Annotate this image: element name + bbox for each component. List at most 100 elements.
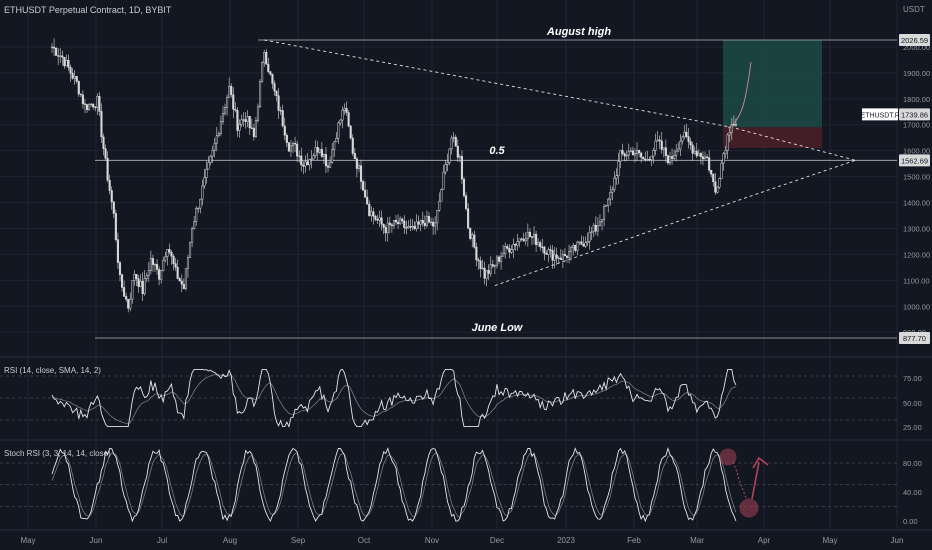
- candle-body: [557, 257, 560, 259]
- candle-body: [149, 258, 152, 271]
- candle-body: [308, 159, 311, 166]
- candle-body: [151, 258, 154, 265]
- candle-body: [116, 239, 119, 263]
- candle-body: [65, 60, 68, 67]
- candle-body: [452, 136, 455, 139]
- june-low-price-label: 877.70: [903, 334, 926, 343]
- price-tick-label: 2000.00: [903, 43, 930, 52]
- candle-body: [421, 220, 424, 224]
- candle-body: [590, 231, 593, 233]
- last-price-symbol-bg: [862, 108, 898, 121]
- candle-body: [726, 134, 729, 151]
- candle-body: [90, 103, 93, 106]
- rsi-tick-label: 50.00: [903, 399, 922, 408]
- candle-body: [662, 147, 665, 150]
- candle-body: [71, 72, 74, 79]
- candle-body: [623, 153, 626, 157]
- candle-body: [442, 171, 445, 190]
- price-panel[interactable]: [50, 38, 897, 339]
- triangle-lower-trendline: [494, 159, 856, 286]
- time-tick-label: Nov: [425, 536, 439, 545]
- candle-body: [131, 280, 134, 300]
- price-tick-label: 1200.00: [903, 250, 930, 259]
- candle-body: [351, 137, 354, 154]
- candle-body: [693, 150, 696, 154]
- price-tick-label: 1000.00: [903, 302, 930, 311]
- candle-body: [458, 156, 461, 158]
- candle-body: [370, 211, 373, 217]
- candle-body: [314, 147, 317, 156]
- candle-body: [508, 248, 511, 253]
- candle-body: [627, 151, 630, 156]
- candle-body: [104, 148, 107, 159]
- candle-body: [88, 103, 91, 110]
- candle-body: [197, 207, 200, 210]
- candle-body: [708, 157, 711, 171]
- stoch-d-line: [51, 452, 737, 518]
- time-tick-label: Aug: [223, 536, 237, 545]
- candle-body: [372, 211, 375, 217]
- candle-body: [217, 133, 220, 136]
- time-tick-label: May: [20, 536, 35, 545]
- candle-body: [615, 175, 618, 179]
- candle-body: [671, 156, 674, 159]
- candle-body: [267, 63, 270, 72]
- time-tick-label: Jun: [90, 536, 103, 545]
- candle-body: [127, 298, 130, 309]
- price-axis[interactable]: 900.001000.001100.001200.001300.001400.0…: [861, 34, 931, 526]
- candle-body: [675, 150, 678, 156]
- candle-body: [384, 227, 387, 234]
- candle-body: [186, 257, 190, 269]
- candle-body: [506, 246, 509, 249]
- candle-body: [244, 119, 247, 122]
- candle-body: [444, 164, 447, 173]
- last-price-label-bg: [899, 108, 930, 121]
- stoch-rsi-panel[interactable]: [0, 447, 897, 523]
- candle-body: [722, 153, 725, 164]
- candle-body: [75, 75, 78, 82]
- candle-body: [720, 162, 723, 179]
- candle-body: [85, 104, 89, 110]
- candle-body: [67, 60, 70, 68]
- stoch-tick-label: 80.00: [903, 459, 922, 468]
- candle-body: [617, 160, 620, 176]
- candle-body: [582, 244, 585, 247]
- candle-body: [487, 270, 490, 274]
- candle-body: [172, 255, 175, 264]
- candle-body: [324, 154, 328, 167]
- candle-body: [193, 221, 196, 229]
- candle-body: [326, 165, 330, 168]
- candle-body: [110, 190, 113, 203]
- candle-body: [510, 249, 513, 253]
- candle-body: [256, 106, 260, 121]
- candle-body: [248, 116, 251, 129]
- time-tick-label: Dec: [490, 536, 504, 545]
- candle-body: [355, 158, 358, 169]
- candle-body: [695, 150, 698, 157]
- candle-body: [81, 94, 84, 105]
- candle-body: [413, 225, 416, 230]
- candle-body: [555, 254, 558, 259]
- candle-body: [368, 203, 371, 217]
- candle-body: [195, 208, 198, 222]
- candle-body: [209, 155, 212, 163]
- candle-body: [425, 215, 428, 226]
- candle-body: [205, 168, 208, 178]
- candle-body: [281, 110, 284, 127]
- candle-body: [283, 125, 286, 136]
- candle-body: [207, 162, 210, 170]
- candle-body: [399, 218, 402, 225]
- candle-body: [250, 127, 253, 129]
- candle-body: [92, 103, 95, 108]
- candle-body: [263, 51, 266, 63]
- candle-body: [254, 120, 257, 137]
- time-axis[interactable]: May Jun Jul Aug Sep Oct Nov Dec 2023 Feb Mar Apr May…: [20, 536, 903, 545]
- candle-body: [55, 48, 58, 56]
- candle-body: [666, 155, 669, 164]
- rsi-panel[interactable]: [0, 368, 897, 428]
- candle-body: [703, 156, 707, 160]
- candle-body: [732, 124, 735, 126]
- candle-body: [638, 150, 641, 154]
- candle-body: [543, 246, 546, 254]
